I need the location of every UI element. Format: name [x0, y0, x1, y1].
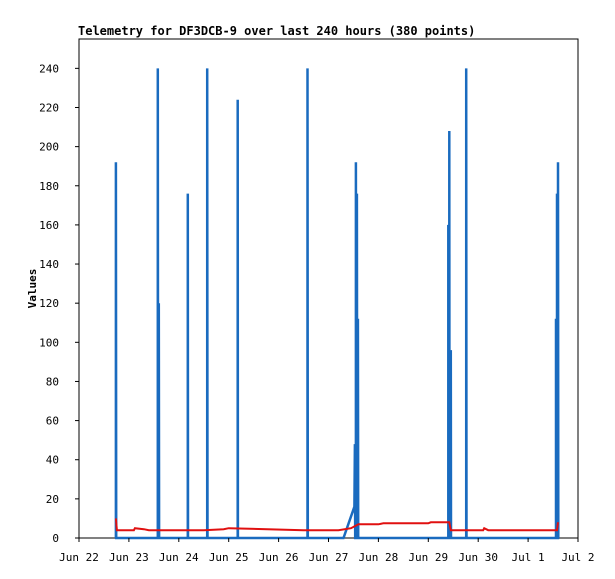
plot-area: [78, 38, 579, 539]
y-tick-label: 100: [39, 336, 59, 349]
series-line-2: [114, 518, 559, 532]
y-tick-label: 40: [46, 454, 59, 467]
y-tick-label: 60: [46, 415, 59, 428]
series-line-1: [114, 68, 560, 540]
y-tick-label: 240: [39, 62, 59, 75]
y-tick-label: 140: [39, 258, 59, 271]
x-tick-label: Jul 1: [512, 551, 545, 564]
chart-title: Telemetry for DF3DCB-9 over last 240 hou…: [78, 24, 475, 38]
x-tick-label: Jun 26: [259, 551, 299, 564]
x-tick-label: Jun 24: [159, 551, 199, 564]
y-tick-label: 120: [39, 297, 59, 310]
y-tick-label: 200: [39, 141, 59, 154]
y-axis-label: Values: [26, 269, 39, 309]
y-tick-label: 180: [39, 180, 59, 193]
x-tick-label: Jun 27: [309, 551, 349, 564]
x-tick-label: Jun 25: [209, 551, 249, 564]
series-group: [114, 68, 560, 540]
x-tick-label: Jun 22: [59, 551, 99, 564]
y-tick-label: 80: [46, 375, 59, 388]
y-tick-label: 160: [39, 219, 59, 232]
plot-frame: [78, 38, 579, 539]
x-tick-label: Jul 2: [561, 551, 594, 564]
y-tick-label: 0: [52, 532, 59, 545]
x-tick-label: Jun 30: [458, 551, 498, 564]
x-tick-label: Jun 29: [408, 551, 448, 564]
y-tick-label: 220: [39, 101, 59, 114]
axes: 0 20 40 60 80 100 120 140 160 180 200 220 240 Jun 22 J…: [39, 62, 594, 564]
y-tick-label: 20: [46, 493, 59, 506]
x-tick-label: Jun 28: [359, 551, 399, 564]
x-tick-label: Jun 23: [109, 551, 149, 564]
